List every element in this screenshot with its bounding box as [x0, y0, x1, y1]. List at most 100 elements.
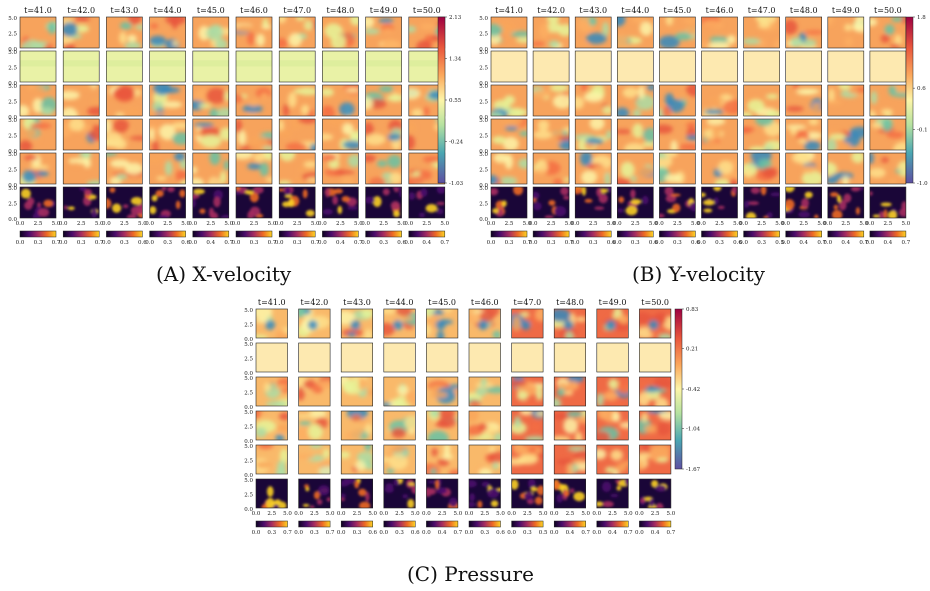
x-tick-p-c1-2: 5.0 [326, 511, 335, 517]
error-tick-y-c2-0: 0.0 [571, 240, 580, 246]
error-colorbar-x-5 [235, 230, 273, 238]
x-tick-x-c2-1: 2.5 [120, 221, 129, 227]
field-map-y-r3-c6 [743, 119, 780, 150]
x-tick-y-c3-1: 2.5 [631, 221, 640, 227]
error-tick-x-c8-0: 0.0 [361, 240, 370, 246]
field-map-p-r1-c0 [256, 343, 288, 372]
error-colorbar-y-6 [743, 230, 780, 238]
x-tick-p-c5-0: 0.0 [465, 511, 474, 517]
field-map-x-r4-c9 [408, 153, 445, 184]
time-label-p-6: t=47.0 [513, 298, 541, 307]
x-tick-p-c6-2: 5.0 [539, 511, 548, 517]
x-tick-y-c9-2: 5.0 [902, 221, 911, 227]
field-map-x-r2-c6 [279, 85, 316, 116]
y-tick-p-r0-2: 0.0 [244, 337, 253, 343]
field-map-x-r3-c4 [192, 119, 229, 150]
x-tick-x-c0-2: 5.0 [52, 221, 61, 227]
field-map-y-r2-c1 [533, 85, 570, 116]
error-tick-y-c3-2: 0.6 [649, 240, 658, 246]
field-map-y-r4-c7 [785, 153, 822, 184]
y-tick-y-r2-2: 0.0 [479, 115, 488, 121]
field-map-y-r1-c4 [659, 51, 696, 82]
main-colorbar-x [437, 16, 446, 184]
x-tick-p-c8-0: 0.0 [592, 511, 601, 517]
x-tick-y-c6-1: 2.5 [757, 221, 766, 227]
y-tick-y-r1-0: 5.0 [479, 50, 488, 56]
field-map-y-r1-c1 [533, 51, 570, 82]
error-tick-x-c2-1: 0.3 [120, 240, 129, 246]
error-tick-y-c7-1: 0.4 [799, 240, 808, 246]
error-tick-p-c4-0: 0.0 [422, 530, 431, 536]
error-colorbar-p-9 [639, 520, 672, 528]
time-label-p-5: t=46.0 [471, 298, 499, 307]
error-tick-p-c8-2: 0.7 [624, 530, 633, 536]
error-tick-x-c7-0: 0.0 [318, 240, 327, 246]
error-colorbar-x-1 [62, 230, 100, 238]
time-label-y-4: t=45.0 [664, 6, 692, 15]
y-tick-p-r0-0: 5.0 [244, 308, 253, 314]
field-map-x-r1-c2 [106, 51, 143, 82]
time-label-y-0: t=41.0 [495, 6, 523, 15]
colorbar-tick-x-3: -0.24 [449, 140, 464, 146]
error-map-y-r5-c6 [743, 187, 780, 218]
field-map-y-r3-c0 [491, 119, 527, 150]
field-map-y-r0-c6 [743, 17, 780, 48]
x-tick-x-c9-0: 0.0 [404, 221, 413, 227]
field-map-y-r4-c6 [743, 153, 780, 184]
time-label-y-5: t=46.0 [706, 6, 734, 15]
field-map-y-r4-c0 [491, 153, 527, 184]
y-tick-x-r3-1: 2.5 [8, 134, 17, 140]
field-map-p-r2-c1 [298, 377, 331, 406]
x-tick-x-c6-2: 5.0 [311, 221, 320, 227]
caption-p-label: (C) [407, 562, 438, 586]
field-map-y-r0-c5 [701, 17, 738, 48]
error-map-y-r5-c4 [659, 187, 696, 218]
error-tick-p-c7-1: 0.4 [566, 530, 575, 536]
field-map-p-r3-c2 [341, 411, 373, 440]
y-tick-x-r0-1: 2.5 [8, 32, 17, 38]
error-tick-x-c4-0: 0.0 [188, 240, 197, 246]
y-tick-y-r1-1: 2.5 [479, 66, 488, 72]
field-map-p-r4-c1 [298, 445, 331, 474]
error-tick-p-c7-2: 0.7 [581, 530, 590, 536]
error-tick-x-c3-0: 0.0 [145, 240, 154, 246]
y-tick-y-r5-1: 2.5 [479, 202, 488, 208]
y-tick-p-r0-1: 2.5 [244, 323, 253, 329]
y-tick-p-r2-2: 0.0 [244, 405, 253, 411]
x-tick-p-c9-1: 2.5 [651, 511, 660, 517]
x-tick-p-c8-2: 5.0 [624, 511, 633, 517]
error-tick-p-c9-2: 0.7 [667, 530, 676, 536]
field-map-x-r2-c3 [149, 85, 186, 116]
x-tick-p-c5-1: 2.5 [480, 511, 489, 517]
y-tick-x-r5-1: 2.5 [8, 202, 17, 208]
field-map-x-r4-c6 [279, 153, 316, 184]
error-tick-y-c5-1: 0.3 [715, 240, 724, 246]
error-map-y-r5-c2 [575, 187, 612, 218]
error-tick-x-c5-0: 0.0 [232, 240, 241, 246]
field-map-x-r3-c2 [106, 119, 143, 150]
error-tick-y-c3-0: 0.0 [613, 240, 622, 246]
error-tick-y-c8-0: 0.0 [823, 240, 832, 246]
error-tick-x-c0-0: 0.0 [16, 240, 25, 246]
error-tick-x-c1-1: 0.3 [77, 240, 86, 246]
y-tick-y-r0-0: 5.0 [479, 16, 488, 22]
field-map-p-r0-c0 [256, 309, 288, 338]
x-tick-x-c4-2: 5.0 [224, 221, 233, 227]
x-tick-p-c7-2: 5.0 [581, 511, 590, 517]
y-tick-y-r4-2: 0.0 [479, 183, 488, 189]
error-colorbar-x-7 [322, 230, 359, 238]
error-tick-p-c3-2: 0.6 [411, 530, 420, 536]
field-map-p-r3-c5 [469, 411, 501, 440]
field-map-p-r4-c7 [554, 445, 586, 474]
x-tick-x-c4-1: 2.5 [206, 221, 215, 227]
x-tick-y-c0-1: 2.5 [505, 221, 514, 227]
x-tick-p-c1-0: 0.0 [294, 511, 303, 517]
caption-pressure: (C) Pressure [407, 562, 534, 586]
y-tick-x-r0-2: 0.0 [8, 47, 17, 53]
y-tick-x-r2-1: 2.5 [8, 100, 17, 106]
field-map-x-r4-c3 [149, 153, 186, 184]
colorbar-tick-x-0: 2.13 [449, 15, 462, 21]
x-tick-y-c2-2: 5.0 [607, 221, 616, 227]
y-tick-p-r1-0: 5.0 [244, 342, 253, 348]
field-map-p-r2-c4 [426, 377, 458, 406]
